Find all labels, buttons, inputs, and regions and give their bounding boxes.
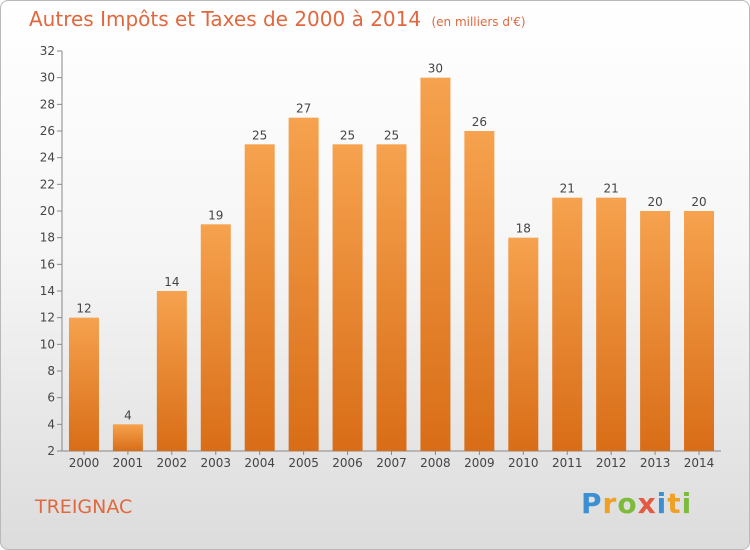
x-tick-label: 2011	[552, 456, 583, 470]
bar-2004	[244, 144, 275, 452]
value-labels: 2000 12 2001 4 2002 14 2003 19 2004 25 2005 27 2006 2…	[69, 62, 715, 470]
value-label: 21	[604, 182, 619, 196]
value-label: 25	[252, 128, 267, 142]
x-tick-label: 2002	[157, 456, 188, 470]
value-label: 19	[208, 208, 223, 222]
x-tick-label: 2000	[69, 456, 100, 470]
y-tick-label: 6	[47, 391, 55, 405]
x-tick-label: 2005	[288, 456, 319, 470]
bar-2000	[68, 317, 99, 451]
y-tick-label: 12	[40, 311, 55, 325]
bar-2002	[156, 291, 187, 451]
bar-2001	[112, 424, 143, 451]
y-tick-label: 30	[40, 71, 55, 85]
value-label: 25	[384, 128, 399, 142]
x-tick-label: 2004	[244, 456, 275, 470]
bar-2005	[288, 117, 319, 452]
bar-2014	[684, 211, 715, 451]
value-label: 25	[340, 128, 355, 142]
x-tick-label: 2013	[640, 456, 671, 470]
place-name: TREIGNAC	[35, 496, 133, 518]
value-label: 18	[516, 222, 531, 236]
y-tick-label: 24	[40, 151, 55, 165]
y-tick-label: 16	[40, 257, 55, 271]
bar-2006	[332, 144, 363, 452]
value-label: 4	[124, 408, 132, 422]
x-tick-label: 2003	[200, 456, 231, 470]
y-tick-label: 20	[40, 204, 55, 218]
value-label: 26	[472, 115, 487, 129]
proxiti-logo: Proxiti	[581, 487, 693, 520]
x-tick-label: 2009	[464, 456, 495, 470]
bar-2011	[552, 197, 583, 451]
bar-2008	[420, 77, 451, 452]
x-tick-label: 2014	[684, 456, 715, 470]
y-tick-label: 10	[40, 337, 55, 351]
y-tick-label: 32	[40, 44, 55, 58]
x-tick-label: 2010	[508, 456, 539, 470]
y-tick-label: 14	[40, 284, 55, 298]
x-tick-label: 2012	[596, 456, 627, 470]
value-label: 20	[691, 195, 706, 209]
value-label: 20	[647, 195, 662, 209]
bar-2007	[376, 144, 407, 452]
y-tick-label: 28	[40, 97, 55, 111]
bar-2010	[508, 237, 539, 451]
value-label: 30	[428, 62, 443, 76]
y-tick-label: 8	[47, 364, 55, 378]
y-tick-label: 4	[47, 417, 55, 431]
bars	[68, 77, 715, 452]
value-label: 12	[76, 302, 91, 316]
bar-2009	[464, 131, 495, 451]
value-label: 21	[560, 182, 575, 196]
x-tick-label: 2006	[332, 456, 363, 470]
y-tick-label: 26	[40, 124, 55, 138]
y-tick-label: 2	[47, 444, 55, 458]
chart-unit: (en milliers d'€)	[431, 15, 526, 29]
chart-title: Autres Impôts et Taxes de 2000 à 2014 (e…	[29, 7, 526, 31]
value-label: 27	[296, 102, 311, 116]
bar-2012	[596, 197, 627, 451]
value-label: 14	[164, 275, 179, 289]
x-tick-label: 2007	[376, 456, 407, 470]
x-tick-label: 2001	[113, 456, 144, 470]
bar-2013	[640, 211, 671, 451]
y-tick-label: 22	[40, 177, 55, 191]
bar-2003	[200, 224, 231, 451]
chart-title-text: Autres Impôts et Taxes de 2000 à 2014	[29, 7, 422, 31]
y-tick-label: 18	[40, 231, 55, 245]
x-tick-label: 2008	[420, 456, 451, 470]
